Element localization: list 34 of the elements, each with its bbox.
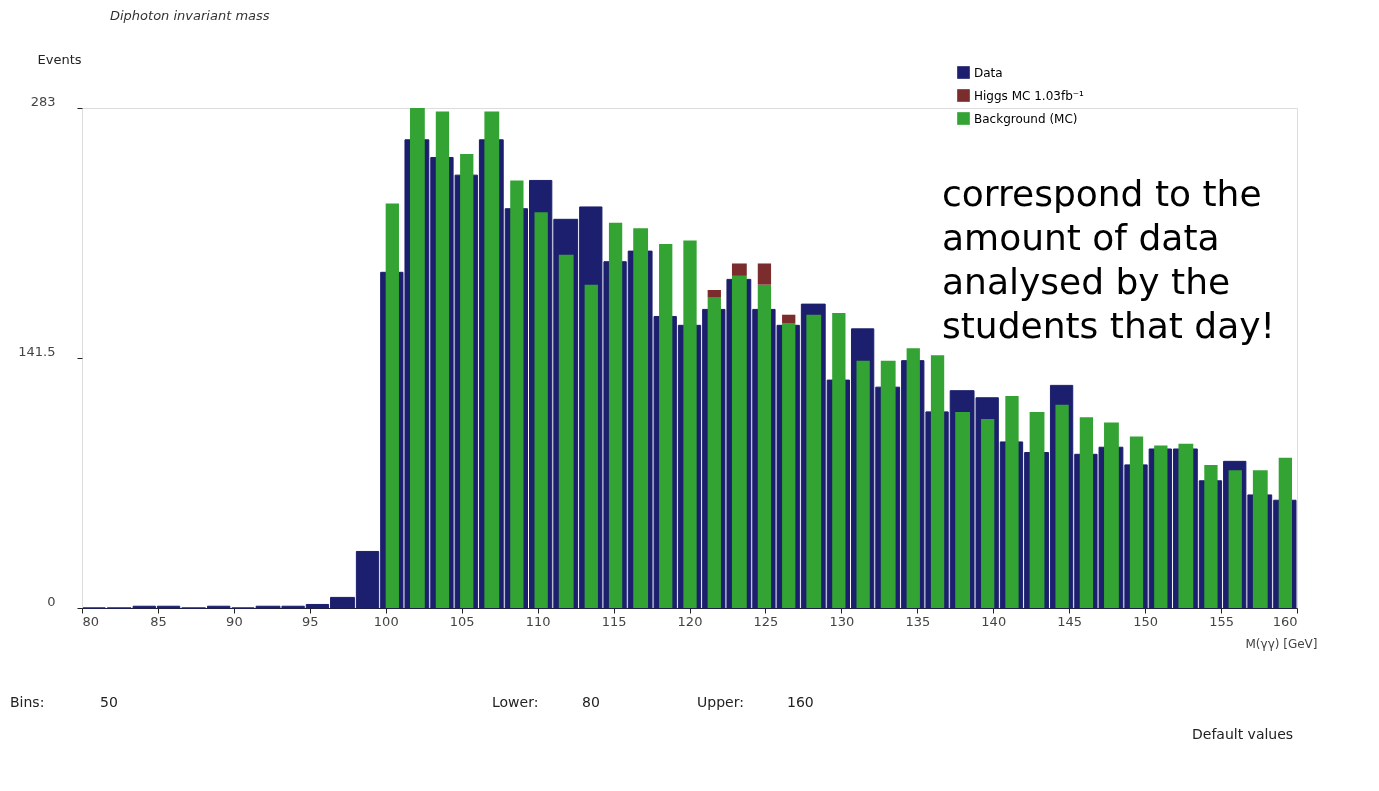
x-tick-label: 160 xyxy=(1272,613,1298,629)
text: 80 xyxy=(582,694,600,710)
x-tick-label: 155 xyxy=(1209,613,1234,629)
x-tick-label: 80 xyxy=(82,613,100,629)
text: 160 xyxy=(787,694,814,710)
text: 50 xyxy=(100,694,118,710)
text: Bins: xyxy=(10,694,45,710)
text: Default values xyxy=(1192,726,1294,742)
x-tick-label: 100 xyxy=(373,613,399,629)
y-tick-label: 0 xyxy=(47,593,56,609)
y-tick-label: 141.5 xyxy=(18,343,56,359)
x-tick-label: 110 xyxy=(525,613,551,629)
x-tick-label: 105 xyxy=(449,613,475,629)
legend-label: Background (MC) xyxy=(974,111,1078,126)
x-axis-title: M(γγ) [GeV] xyxy=(1245,636,1318,651)
x-tick-label: 125 xyxy=(753,613,779,629)
legend-label: Data xyxy=(974,65,1003,80)
x-tick-label: 115 xyxy=(601,613,627,629)
legend-label: Higgs MC 1.03fb⁻¹ xyxy=(974,88,1085,103)
x-tick-label: 85 xyxy=(150,613,167,629)
text: Lower: xyxy=(492,694,539,710)
x-tick-label: 145 xyxy=(1057,613,1083,629)
x-tick-label: 90 xyxy=(226,613,243,629)
chart-title: Diphoton invariant mass xyxy=(110,8,270,23)
x-tick-label: 140 xyxy=(981,613,1007,629)
text: Upper: xyxy=(697,694,744,710)
annotation: correspond to the amount of data analysed by the students that day! xyxy=(942,173,1276,346)
x-tick-label: 95 xyxy=(302,613,319,629)
x-tick-label: 130 xyxy=(829,613,855,629)
y-axis-title: Events xyxy=(37,51,82,67)
x-tick-label: 135 xyxy=(905,613,931,629)
y-tick-label: 283 xyxy=(30,93,56,109)
x-tick-label: 150 xyxy=(1133,613,1159,629)
x-tick-label: 120 xyxy=(677,613,703,629)
